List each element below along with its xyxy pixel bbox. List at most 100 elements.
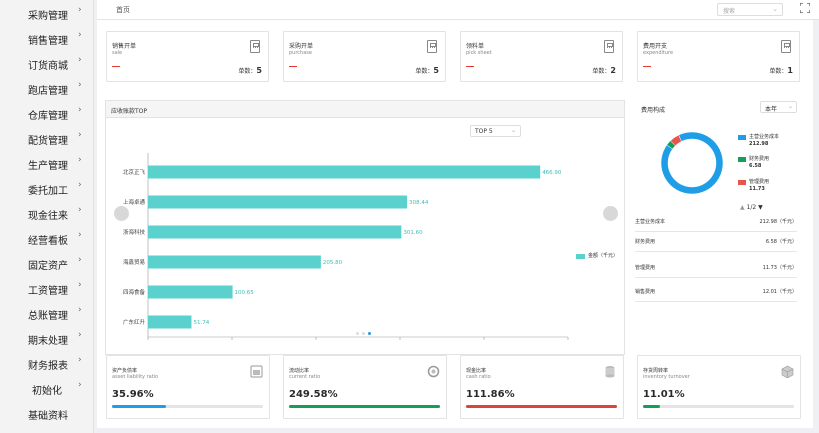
chevron-right-icon: › [78, 380, 82, 390]
calculator-icon [781, 40, 791, 53]
calculator-icon [427, 40, 437, 53]
bar[interactable] [148, 255, 321, 269]
refresh-icon [427, 365, 440, 378]
carousel-dot[interactable] [356, 332, 359, 335]
count-value: 5 [433, 66, 439, 75]
sidebar-item-label: 仓库管理 [28, 111, 68, 122]
top-n-select[interactable]: TOP 5 ⌄ [470, 125, 521, 137]
ratio-card-current[interactable]: 流动比率 current ratio 249.58% [283, 355, 447, 419]
stat-card-expenditure[interactable]: 费用开支 expenditure 单数：1 [637, 31, 800, 82]
bar[interactable] [148, 285, 233, 299]
legend-value: 212.98 [749, 141, 769, 147]
sidebar-item-warehouse[interactable]: 仓库管理 › [0, 101, 94, 126]
ratio-value: 35.96% [112, 389, 154, 400]
sidebar-item-sales[interactable]: 销售管理 › [0, 26, 94, 51]
ratio-card-asset-liability[interactable]: 资产负债率 asset liability ratio 35.96% [106, 355, 270, 419]
sidebar-item-label: 订货商城 [28, 61, 68, 72]
sidebar-item-label: 配货管理 [28, 136, 68, 147]
pager-prev-icon[interactable]: ▲ [740, 204, 745, 211]
ratio-progress-track [466, 405, 617, 408]
stat-card-purchase[interactable]: 采购开单 purchase 单数：5 [283, 31, 446, 82]
ratio-title: 现金比率 [466, 368, 487, 374]
cost-row-value: 11.73（千元） [762, 265, 797, 271]
ratio-progress-track [643, 405, 794, 408]
legend-swatch [576, 254, 585, 259]
ratio-value: 111.86% [466, 389, 515, 400]
chevron-right-icon: › [78, 205, 82, 215]
chevron-right-icon: › [78, 55, 82, 65]
sidebar-item-outsourcing[interactable]: 委托加工 › [0, 176, 94, 201]
stat-card-count: 单数：2 [592, 66, 616, 75]
carousel-prev-button[interactable] [114, 206, 129, 221]
bar[interactable] [148, 315, 192, 329]
sidebar-item-label: 现金往来 [28, 211, 68, 222]
sidebar-item-label: 基础资料 [28, 411, 68, 422]
select-value: TOP 5 [475, 128, 493, 135]
search-input[interactable]: 搜索 ⌄ [717, 3, 783, 16]
cost-row-name: 主营业务成本 [635, 219, 666, 225]
chevron-right-icon: › [78, 255, 82, 265]
cost-row: 财务费用 6.58（千元） [635, 232, 797, 252]
bar[interactable] [148, 195, 408, 209]
carousel-dot-active[interactable] [368, 332, 371, 335]
ratio-progress-fill [289, 405, 440, 408]
ratio-subtitle: inventory turnover [643, 374, 690, 380]
ratio-progress-fill [643, 405, 660, 408]
sidebar-item-ledger[interactable]: 总账管理 › [0, 301, 94, 326]
sidebar-item-store-visit[interactable]: 跑店管理 › [0, 76, 94, 101]
ratio-title: 资产负债率 [112, 368, 138, 374]
sidebar-item-label: 期末处理 [28, 336, 68, 347]
bar-chart: 0100200300400500北京正飞466.90上海卓通308.44浙海科技… [123, 153, 569, 340]
pager-text: 1/2 [746, 204, 757, 211]
stat-card-title: 销售开单 [112, 43, 137, 50]
sidebar-item-dashboard[interactable]: 经营看板 › [0, 226, 94, 251]
stat-card-count: 单数：1 [769, 66, 793, 75]
carousel-next-button[interactable] [603, 206, 618, 221]
y-category-label: 广东红升 [123, 318, 146, 326]
stat-card-count: 单数：5 [238, 66, 262, 75]
fullscreen-icon[interactable] [800, 3, 810, 13]
chevron-down-icon: ⌄ [510, 127, 516, 134]
donut-slice[interactable] [670, 134, 682, 147]
top-bar: 首页 搜索 ⌄ [97, 0, 819, 20]
stat-card-subtitle: expenditure [643, 50, 674, 56]
sidebar-item-distribution[interactable]: 配货管理 › [0, 126, 94, 151]
bar[interactable] [148, 225, 402, 239]
count-value: 1 [787, 66, 793, 75]
sidebar-item-period-end[interactable]: 期末处理 › [0, 326, 94, 351]
stat-card-sale[interactable]: 销售开单 sale 单数：5 [106, 31, 269, 82]
chevron-right-icon: › [78, 305, 82, 315]
stat-card-pick-sheet[interactable]: 领料单 pick sheet 单数：2 [460, 31, 623, 82]
sidebar-item-label: 销售管理 [28, 36, 68, 47]
cost-row-value: 6.58（千元） [765, 239, 797, 245]
legend-swatch [738, 157, 746, 162]
y-category-label: 北京正飞 [123, 168, 146, 176]
ratio-title: 存货周转率 [643, 368, 669, 374]
y-category-label: 上海卓通 [123, 198, 146, 206]
sidebar-item-order-mall[interactable]: 订货商城 › [0, 51, 94, 76]
stat-card-dash [466, 66, 474, 67]
ratio-progress-track [112, 405, 263, 408]
breadcrumb-home[interactable]: 首页 [116, 6, 130, 14]
ratio-subtitle: cash ratio [466, 374, 491, 380]
period-select[interactable]: 本年 ⌄ [760, 101, 797, 113]
count-label: 单数： [769, 68, 788, 75]
stat-card-title: 采购开单 [289, 43, 314, 50]
sidebar-item-cash[interactable]: 现金往来 › [0, 201, 94, 226]
ratio-card-inventory[interactable]: 存货周转率 inventory turnover 11.01% [637, 355, 801, 419]
sidebar-item-init[interactable]: 初始化 › [0, 376, 94, 401]
sidebar-item-base-data[interactable]: 基础资料 [0, 401, 94, 426]
carousel-dot[interactable] [362, 332, 365, 335]
sidebar-item-production[interactable]: 生产管理 › [0, 151, 94, 176]
sidebar-item-payroll[interactable]: 工资管理 › [0, 276, 94, 301]
legend-name: 管理费用 [749, 179, 770, 185]
sidebar-item-fixed-assets[interactable]: 固定资产 › [0, 251, 94, 276]
ratio-card-cash[interactable]: 现金比率 cash ratio 111.86% [460, 355, 624, 419]
sidebar-item-purchase[interactable]: 采购管理 › [0, 1, 94, 26]
stat-card-count: 单数：5 [415, 66, 439, 75]
sidebar-item-reports[interactable]: 财务报表 › [0, 351, 94, 376]
chevron-right-icon: › [78, 355, 82, 365]
y-category-label: 海鑫贸易 [123, 258, 145, 266]
pager-next-icon[interactable]: ▼ [758, 204, 763, 211]
bar[interactable] [148, 165, 541, 179]
